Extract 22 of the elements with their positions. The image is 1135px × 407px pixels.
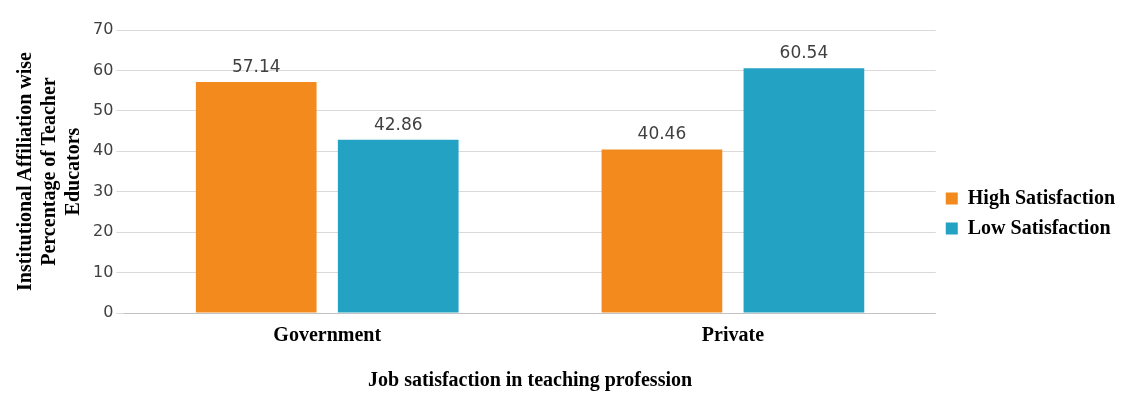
bar [337, 139, 459, 313]
y-tick-label: 20 [93, 221, 114, 241]
y-tick-label: 0 [103, 302, 114, 322]
x-axis-title: Job satisfaction in teaching profession [368, 368, 693, 392]
data-label: 42.86 [373, 113, 423, 134]
y-tick-label: 70 [93, 19, 114, 39]
bar [743, 68, 865, 313]
x-tick-label: Private [701, 323, 765, 346]
y-tick-label: 40 [93, 140, 114, 160]
data-label: 60.54 [779, 42, 829, 63]
y-tick-label: 50 [93, 100, 114, 120]
x-tick-label: Government [273, 323, 382, 346]
data-label: 40.46 [637, 123, 687, 144]
y-tick-label: 60 [93, 59, 114, 79]
y-tick-label: 30 [93, 180, 114, 200]
legend-label: Low Satisfaction [967, 215, 1111, 238]
y-tick-label: 10 [93, 261, 114, 281]
y-axis-title: Institutional Affiliation wise Percentage of Teacher Educators [13, 51, 84, 291]
data-label: 57.14 [231, 55, 281, 76]
bar [601, 149, 723, 313]
bar [195, 81, 317, 313]
legend-label: High Satisfaction [967, 185, 1116, 209]
